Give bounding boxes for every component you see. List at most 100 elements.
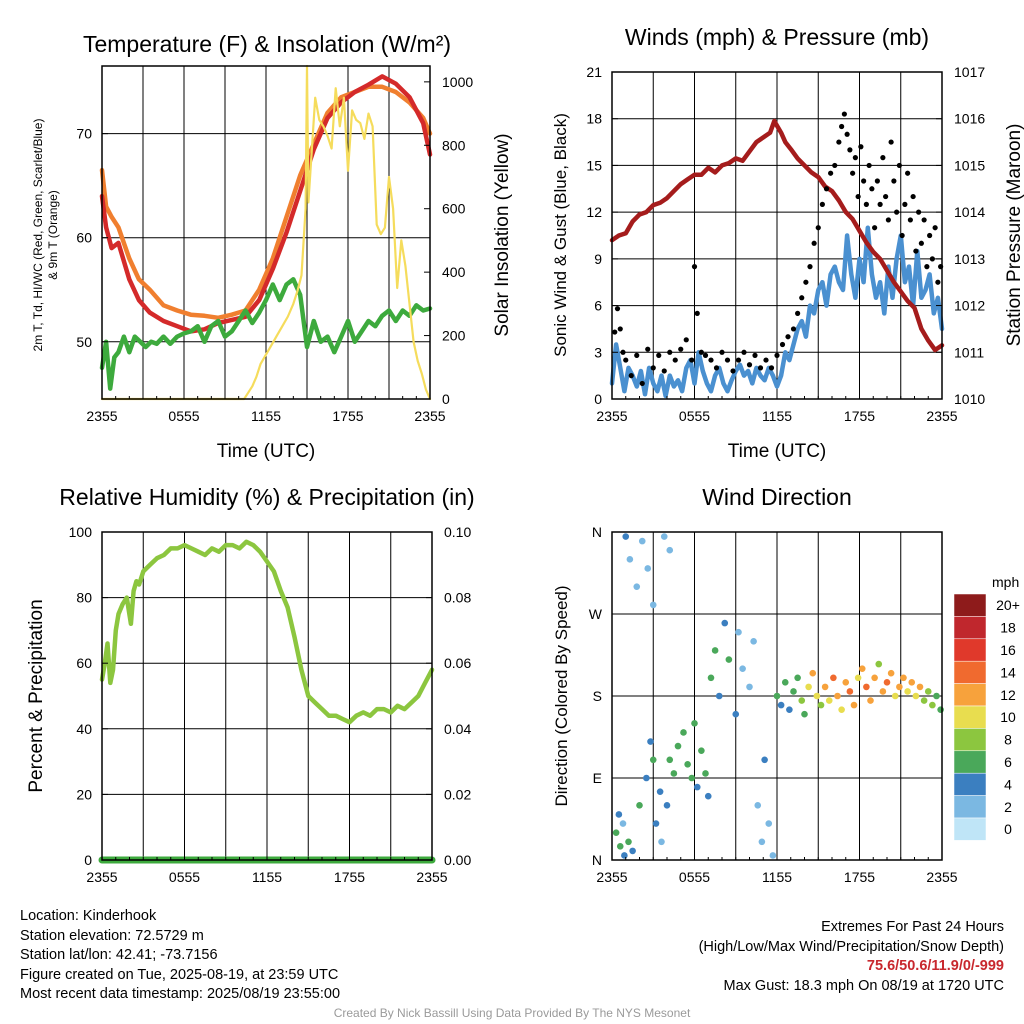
gust-point [811,240,817,246]
gust-point [735,357,742,363]
wind-direction-point [644,565,652,572]
gust-point [730,368,736,374]
wind-direction-point [684,761,691,768]
wind-direction-point [750,638,757,645]
wind-direction-point [813,692,821,700]
gust-point [836,139,842,145]
gust-point [815,225,821,231]
gust-point [819,201,825,207]
gust-point [803,279,809,285]
y-right-tick-label: 1017 [954,64,985,80]
y-tick-label: 3 [594,344,602,360]
wind-direction-point [924,688,932,695]
gust-point [852,155,858,161]
gust-point [918,240,924,246]
gust-point [795,310,801,316]
wind-direction-point [680,729,687,736]
y-tick-label: 40 [76,721,92,737]
gust-point [847,147,853,153]
wind-direction-point [794,674,801,682]
gust-point [844,131,850,137]
gust-point [702,352,709,358]
wind-direction-point [691,720,698,727]
wind-title: Winds (mph) & Pressure (mb) [625,24,929,50]
wind-direction-point [850,701,858,709]
wind-direction-point [615,811,623,818]
gust-point [667,349,673,355]
wind-direction-point [622,533,630,540]
wind-direction-point [933,692,940,700]
wind-direction-point [711,647,719,654]
gust-point [850,170,856,176]
colorbar-label: 2 [1004,799,1012,815]
y-tick-label: 18 [586,111,602,127]
colorbar-swatch [953,660,987,684]
gust-point [832,162,838,169]
latlon-text: Station lat/lon: 42.41; -73.7156 [20,947,218,963]
y-tick-label: 15 [586,157,602,173]
gust-point [927,232,933,239]
x-tick-label: 2355 [414,408,445,424]
colorbar-label: 6 [1004,754,1012,770]
x-tick-label: 1155 [762,869,792,885]
y-tick-label: 60 [76,655,92,671]
gust-point [896,162,902,169]
y-tick-label: 12 [586,204,602,220]
gust-point [656,352,662,358]
gust-point [620,349,626,355]
colorbar-unit: mph [992,574,1019,590]
gust-point [752,352,758,358]
colorbar-swatch [953,817,987,841]
y-tick-label: E [593,770,602,786]
gust-point [883,193,889,200]
wind-direction-point [920,697,928,704]
rh-ylabel-left: Percent & Precipitation [26,599,47,792]
wind-direction-point [875,660,883,668]
temp-ylabel-left-1: 2m T, Td, HI/WC (Red, Green, Scarlet/Blu… [31,119,45,352]
rh-panel: 2355 0555 1155 1755 23550204060801000.000.02… [26,484,475,885]
y-tick-label: 70 [76,126,92,142]
wind-direction-point [649,756,657,764]
colorbar-label: 8 [1004,732,1012,748]
gust-point [905,170,911,176]
gust-point [757,365,764,371]
wind-direction-point [666,546,674,554]
gust-point [929,256,935,262]
gust-point [645,346,651,352]
x-tick-label: 2355 [86,408,117,424]
temp-series-line [99,277,433,391]
wind-direction-point [652,820,660,827]
wind-direction-point [883,679,891,686]
wind-direction-point [863,683,870,691]
gust-point [713,365,720,371]
recent-data-text: Most recent data timestamp: 2025/08/19 2… [20,986,341,1002]
wind-direction-point [643,774,650,782]
y-right-tick-label: 1016 [954,111,985,127]
y-right-tick-label: 0.04 [444,721,471,737]
colorbar-swatch [953,705,987,729]
wind-direction-point [725,656,733,663]
gust-point [916,209,922,215]
y-right-tick-label: 200 [442,328,466,344]
pressure-line [609,118,945,353]
wind-direction-point [746,683,753,691]
y-right-tick-label: 1011 [954,344,984,360]
colorbar-swatch [953,683,987,707]
wind-direction-point [735,628,742,636]
gust-point [639,380,645,387]
colorbar-swatch [953,616,987,640]
wind-direction-point [707,674,715,682]
temp-title: Temperature (F) & Insolation (W/m²) [83,31,451,57]
wind-direction-point [781,679,789,686]
colorbar-label: 20+ [996,597,1020,613]
x-tick-label: 2355 [596,408,627,424]
wind-direction-point [854,674,862,682]
x-tick-label: 1755 [334,869,365,885]
y-tick-label: W [589,606,603,622]
wind-speed-line [609,225,945,399]
gust-point [932,225,938,231]
elevation-text: Station elevation: 72.5729 m [20,927,204,944]
wind-direction-point [629,847,636,855]
x-tick-label: 1155 [251,408,281,424]
